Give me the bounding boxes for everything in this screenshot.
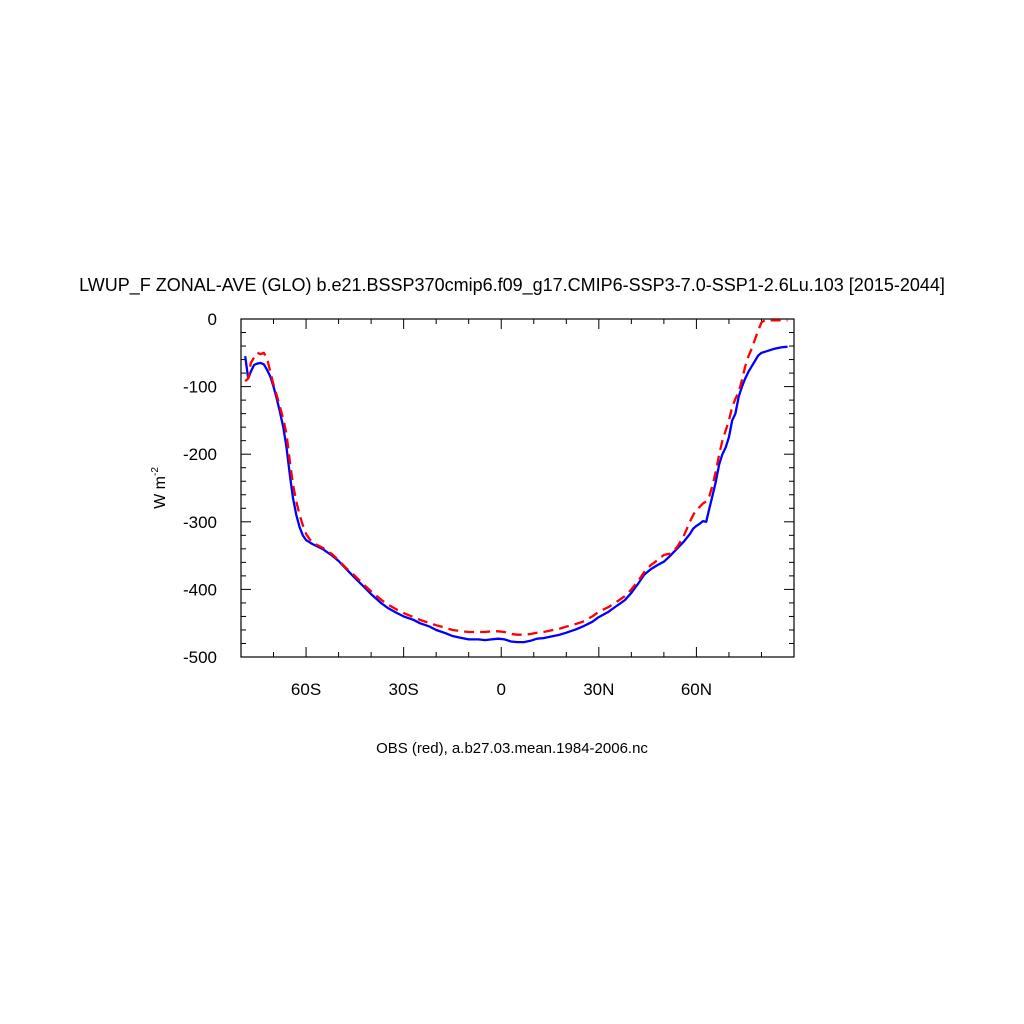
plot-frame [240, 318, 795, 658]
chart-title: LWUP_F ZONAL-AVE (GLO) b.e21.BSSP370cmip… [79, 275, 945, 296]
y-axis-label-superscript: -2 [150, 467, 161, 476]
y-tick-label: -400 [183, 580, 217, 599]
y-tick-labels: 0 -100 -200 -300 -400 -500 [183, 310, 217, 667]
x-tick-labels: 60S 30S 0 30N 60N [291, 680, 712, 699]
y-tick-label: -500 [183, 648, 217, 667]
series-group [244, 319, 788, 644]
x-tick-label: 30N [583, 680, 614, 699]
y-tick-label: -200 [183, 445, 217, 464]
y-tick-label: -100 [183, 378, 217, 397]
y-axis-label-main: W m [152, 476, 169, 509]
x-tick-label: 60S [291, 680, 321, 699]
series-line-0 [244, 345, 788, 644]
x-tick-label: 0 [497, 680, 506, 699]
y-tick-label: -300 [183, 513, 217, 532]
y-axis-label: W m-2 [150, 467, 169, 509]
y-tick-label: 0 [208, 310, 217, 329]
chart-caption: OBS (red), a.b27.03.mean.1984-2006.nc [376, 740, 648, 757]
x-tick-label: 60N [681, 680, 712, 699]
series-line-1 [244, 319, 788, 636]
axis-ticks [241, 318, 794, 658]
x-tick-label: 30S [389, 680, 419, 699]
